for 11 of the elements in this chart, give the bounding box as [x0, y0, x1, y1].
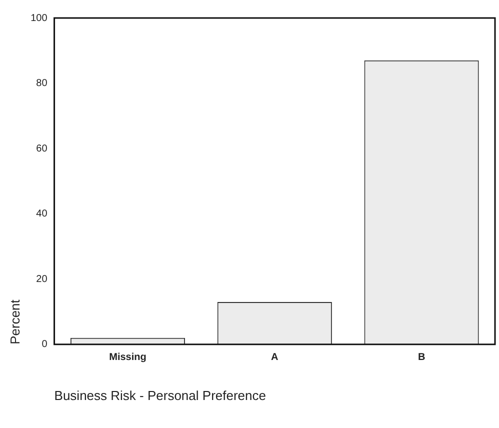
y-tick-label: 20: [36, 274, 48, 285]
y-axis-title: Percent: [7, 299, 22, 344]
y-tick-label: 100: [30, 12, 48, 24]
x-tick-label: B: [418, 352, 426, 364]
y-tick-label: 40: [36, 208, 48, 220]
x-axis-title: Business Risk - Personal Preference: [54, 388, 266, 403]
y-tick-label: 80: [36, 78, 48, 90]
y-tick-label: 0: [42, 339, 48, 350]
y-tick-label: 60: [36, 143, 48, 154]
x-tick-label: Missing: [109, 352, 146, 364]
x-tick-label: A: [271, 352, 278, 364]
